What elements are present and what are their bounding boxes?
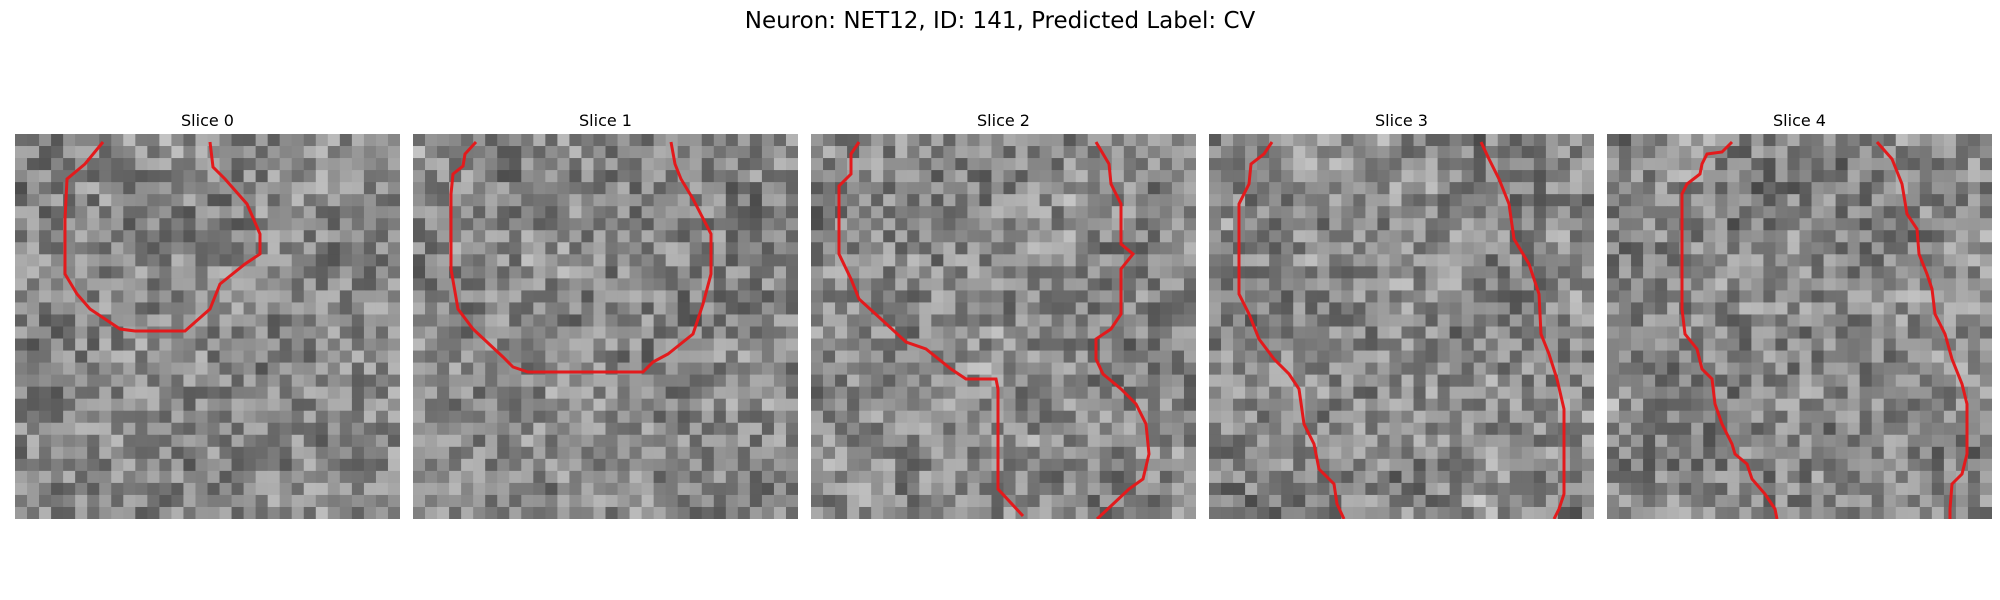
slice-svg <box>1209 134 1594 519</box>
slice-panel-2: Slice 2 <box>811 110 1196 519</box>
slice-image <box>811 134 1196 519</box>
slice-panel-0: Slice 0 <box>15 110 400 519</box>
slice-panel-3: Slice 3 <box>1209 110 1594 519</box>
contour-line <box>1680 140 1779 519</box>
contour-line <box>1237 141 1346 519</box>
slice-title: Slice 0 <box>181 111 234 130</box>
contour-line <box>449 140 713 374</box>
slice-panel-1: Slice 1 <box>413 110 798 519</box>
contour-line <box>1479 141 1566 519</box>
slice-image <box>413 134 798 519</box>
slice-svg <box>15 134 400 519</box>
slice-image <box>1607 134 1992 519</box>
slice-title: Slice 4 <box>1773 111 1826 130</box>
slice-title: Slice 3 <box>1375 111 1428 130</box>
slice-title: Slice 1 <box>579 111 632 130</box>
contour-line <box>1875 141 1969 519</box>
figure-title: Neuron: NET12, ID: 141, Predicted Label:… <box>744 8 1256 34</box>
slice-svg <box>1607 134 1992 519</box>
slice-image <box>1209 134 1594 519</box>
slice-image <box>15 134 400 519</box>
contour-line <box>837 141 1025 518</box>
slice-svg <box>811 134 1196 519</box>
slice-title: Slice 2 <box>977 111 1030 130</box>
contour-line <box>1094 141 1151 519</box>
slice-panel-4: Slice 4 <box>1607 110 1992 519</box>
contour-line <box>63 141 262 333</box>
slice-svg <box>413 134 798 519</box>
